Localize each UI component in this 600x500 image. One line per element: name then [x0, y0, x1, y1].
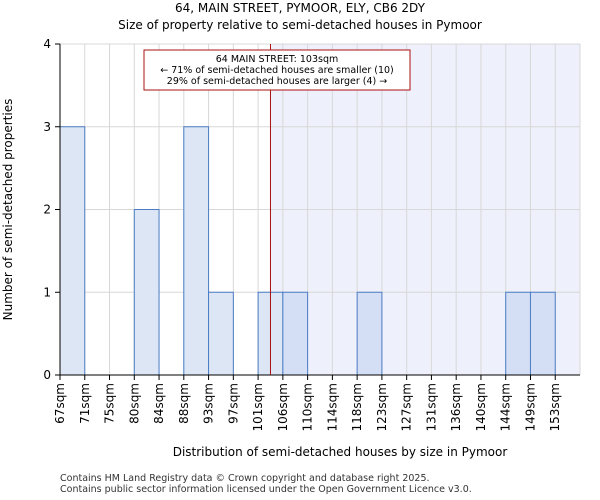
- y-tick-label-1: 1: [43, 285, 51, 299]
- x-tick-label-123sqm: 123sqm: [375, 383, 389, 431]
- y-tick-label-0: 0: [43, 368, 51, 382]
- chart-title: 64, MAIN STREET, PYMOOR, ELY, CB6 2DY: [175, 1, 425, 15]
- footer-line-1: Contains HM Land Registry data © Crown c…: [60, 473, 430, 484]
- x-tick-label-144sqm: 144sqm: [499, 383, 513, 431]
- x-tick-label-140sqm: 140sqm: [474, 383, 488, 431]
- footer-line-2: Contains public sector information licen…: [60, 484, 472, 495]
- x-tick-label-110sqm: 110sqm: [301, 383, 315, 431]
- y-axis-label: Number of semi-detached properties: [1, 99, 15, 321]
- x-tick-label-114sqm: 114sqm: [325, 383, 339, 431]
- annotation-line-1: 64 MAIN STREET: 103sqm: [216, 54, 339, 65]
- x-tick-label-93sqm: 93sqm: [202, 383, 216, 424]
- y-tick-label-2: 2: [43, 203, 51, 217]
- x-tick-label-106sqm: 106sqm: [276, 383, 290, 431]
- x-tick-label-136sqm: 136sqm: [449, 383, 463, 431]
- bar-149sqm: [529, 291, 556, 376]
- bar-118sqm: [356, 291, 383, 376]
- x-tick-label-101sqm: 101sqm: [251, 383, 265, 431]
- x-tick-label-118sqm: 118sqm: [350, 383, 364, 431]
- annotation-box: [143, 49, 411, 91]
- bar-93sqm: [208, 291, 234, 376]
- x-tick-label-88sqm: 88sqm: [177, 383, 191, 424]
- x-tick-label-127sqm: 127sqm: [400, 383, 414, 431]
- x-tick-label-153sqm: 153sqm: [548, 383, 562, 431]
- annotation-line-2: ← 71% of semi-detached houses are smalle…: [160, 65, 394, 76]
- x-tick-label-131sqm: 131sqm: [424, 383, 438, 431]
- bar-144sqm: [505, 291, 531, 376]
- bar-80sqm: [133, 209, 160, 376]
- x-tick-label-71sqm: 71sqm: [78, 383, 92, 424]
- x-tick-label-84sqm: 84sqm: [152, 383, 166, 424]
- x-axis-label: Distribution of semi-detached houses by …: [173, 445, 508, 459]
- chart-subtitle: Size of property relative to semi-detach…: [118, 18, 482, 32]
- bar-67sqm: [59, 126, 86, 376]
- x-tick-label-75sqm: 75sqm: [103, 383, 117, 424]
- x-tick-label-149sqm: 149sqm: [523, 383, 537, 431]
- x-tick-label-80sqm: 80sqm: [127, 383, 141, 424]
- bar-88sqm: [183, 126, 210, 376]
- x-tick-label-67sqm: 67sqm: [53, 383, 67, 424]
- annotation-line-3: 29% of semi-detached houses are larger (…: [167, 76, 387, 87]
- x-tick-label-97sqm: 97sqm: [226, 383, 240, 424]
- bar-106sqm: [282, 291, 309, 376]
- y-tick-label-3: 3: [43, 120, 51, 134]
- y-tick-label-4: 4: [43, 37, 51, 51]
